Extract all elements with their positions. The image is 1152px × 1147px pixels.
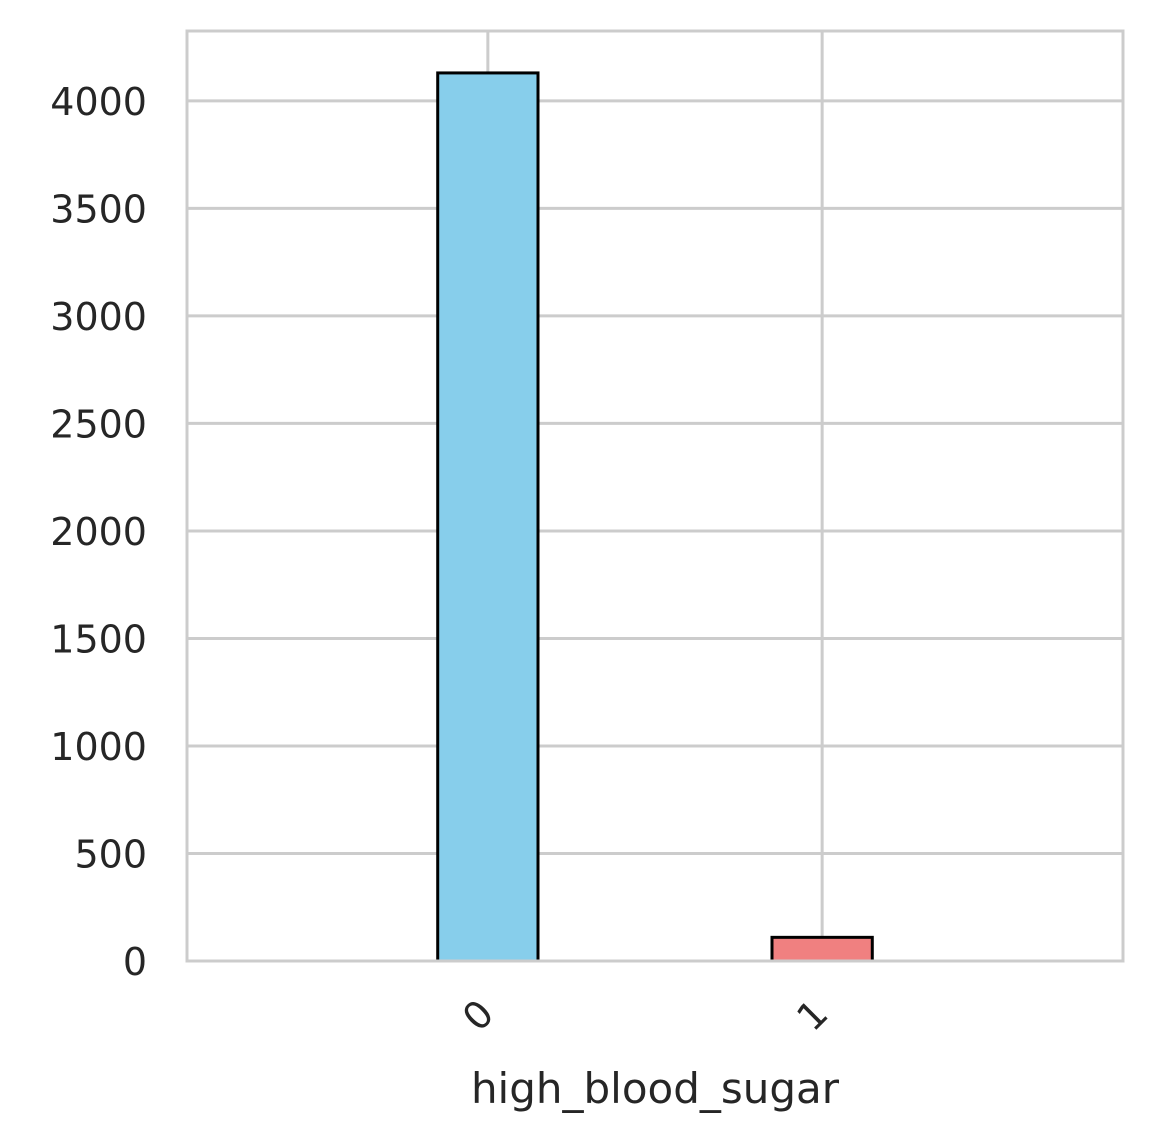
- y-tick-label: 2500: [50, 402, 147, 446]
- y-tick-label: 500: [74, 832, 147, 876]
- grid-lines: [187, 31, 1123, 963]
- plot-frame: [185, 29, 1125, 963]
- x-tick-label: 0: [454, 991, 502, 1039]
- y-tick-label: 1500: [50, 617, 147, 661]
- y-tick-label: 1000: [50, 725, 147, 769]
- y-axis-ticks: 0 500 1000 1500 2000 2500 3000 3500 4000: [50, 80, 147, 984]
- x-axis-title: high_blood_sugar: [471, 1064, 840, 1113]
- y-tick-label: 0: [123, 940, 147, 984]
- y-tick-label: 2000: [50, 510, 147, 554]
- bars: [436, 71, 874, 963]
- bar-1: [770, 935, 874, 963]
- x-tick-label: 1: [788, 991, 836, 1039]
- y-tick-label: 3500: [50, 187, 147, 231]
- y-tick-label: 3000: [50, 295, 147, 339]
- y-tick-label: 4000: [50, 80, 147, 124]
- bar-0: [436, 71, 540, 963]
